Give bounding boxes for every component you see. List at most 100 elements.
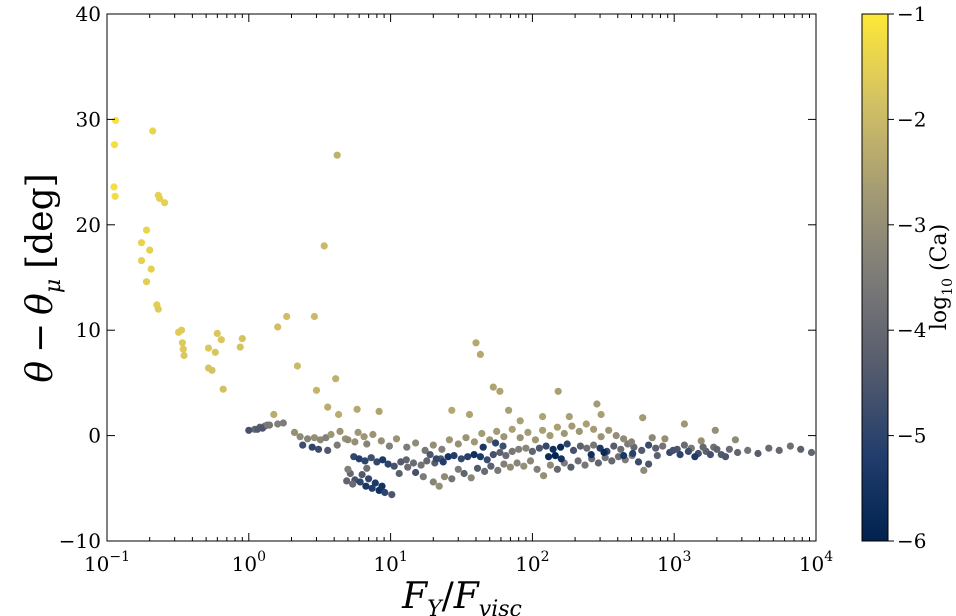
x-tick-label: 102 — [515, 549, 549, 576]
y-tick-label: 10 — [76, 318, 101, 342]
data-point — [147, 265, 155, 273]
data-point — [520, 462, 528, 470]
data-point — [402, 456, 410, 464]
data-point — [154, 305, 162, 313]
data-point — [486, 436, 494, 444]
data-point — [355, 455, 363, 463]
data-point — [734, 448, 742, 457]
data-point — [775, 446, 783, 454]
colorbar — [861, 13, 889, 542]
data-point — [344, 436, 352, 444]
plot-frame — [106, 13, 817, 542]
data-point — [204, 344, 213, 352]
data-point — [217, 336, 225, 344]
data-point — [361, 457, 369, 465]
y-tick-label: 20 — [76, 213, 101, 237]
data-point — [110, 141, 119, 149]
y-axis-label: θ−θμ[deg] — [20, 173, 66, 382]
data-point — [526, 457, 535, 465]
data-point — [711, 426, 719, 434]
data-point — [713, 445, 721, 453]
data-point — [499, 442, 507, 450]
data-point — [426, 451, 434, 459]
data-point — [524, 428, 532, 436]
data-point — [481, 467, 489, 475]
data-point — [542, 442, 550, 450]
data-point — [594, 459, 603, 467]
data-point — [390, 462, 398, 470]
data-point — [438, 445, 446, 453]
data-point — [554, 387, 562, 395]
data-point — [440, 473, 449, 481]
data-point — [725, 445, 734, 453]
data-point — [620, 435, 628, 443]
data-point — [327, 430, 335, 439]
data-point — [238, 335, 246, 343]
data-point — [500, 433, 508, 441]
data-point — [528, 447, 537, 455]
data-point — [335, 410, 343, 419]
data-point — [332, 375, 340, 383]
data-point — [404, 463, 412, 471]
data-point — [299, 441, 307, 449]
data-point — [395, 469, 403, 478]
data-point — [470, 451, 478, 459]
data-point — [489, 383, 497, 391]
data-point — [177, 326, 186, 334]
data-point — [439, 458, 447, 466]
data-point — [608, 457, 616, 465]
data-point — [429, 478, 437, 486]
data-point — [178, 339, 186, 347]
x-axis-label: FY/Fvisc — [401, 576, 522, 616]
colorbar-tick-label: −1 — [897, 2, 926, 26]
data-point — [308, 443, 316, 451]
data-point — [680, 420, 689, 428]
data-point — [429, 441, 437, 449]
data-point — [381, 488, 389, 497]
data-point — [417, 461, 425, 469]
data-point — [270, 410, 278, 419]
data-point — [506, 463, 514, 471]
data-point — [590, 425, 598, 433]
data-point — [513, 459, 521, 467]
data-point — [627, 438, 636, 446]
data-point — [253, 425, 261, 433]
data-point — [754, 449, 762, 458]
data-point — [553, 423, 562, 431]
data-point — [744, 446, 752, 454]
data-point — [310, 312, 318, 321]
data-point — [597, 410, 605, 419]
data-point — [508, 425, 516, 433]
data-point — [397, 458, 405, 466]
data-point — [546, 461, 555, 469]
colorbar-tick-label: −6 — [897, 529, 926, 553]
data-point — [412, 439, 420, 447]
data-point — [472, 339, 480, 347]
data-point — [565, 413, 573, 421]
data-point — [597, 433, 605, 441]
colorbar-tick-label: −3 — [897, 213, 926, 237]
data-point — [179, 345, 187, 353]
data-point — [137, 239, 146, 247]
data-point — [310, 434, 318, 442]
data-point — [640, 466, 648, 474]
data-point — [419, 473, 427, 481]
data-point — [219, 385, 227, 393]
data-point — [539, 426, 547, 434]
data-point — [699, 443, 707, 451]
colorbar-axis: −1 −2 −3 −4 −5 −6 — [888, 2, 926, 553]
colorbar-tick-label: −4 — [897, 318, 926, 342]
data-point — [371, 479, 379, 487]
data-point — [460, 469, 468, 478]
data-point — [435, 482, 443, 490]
data-point — [161, 199, 169, 207]
data-point — [620, 452, 628, 460]
data-point — [549, 445, 557, 453]
data-point — [496, 387, 504, 395]
data-point — [211, 348, 219, 356]
data-point — [274, 323, 282, 331]
x-tick-label: 100 — [232, 549, 266, 576]
data-point — [373, 458, 381, 466]
data-point — [362, 482, 370, 490]
data-point — [112, 116, 120, 125]
